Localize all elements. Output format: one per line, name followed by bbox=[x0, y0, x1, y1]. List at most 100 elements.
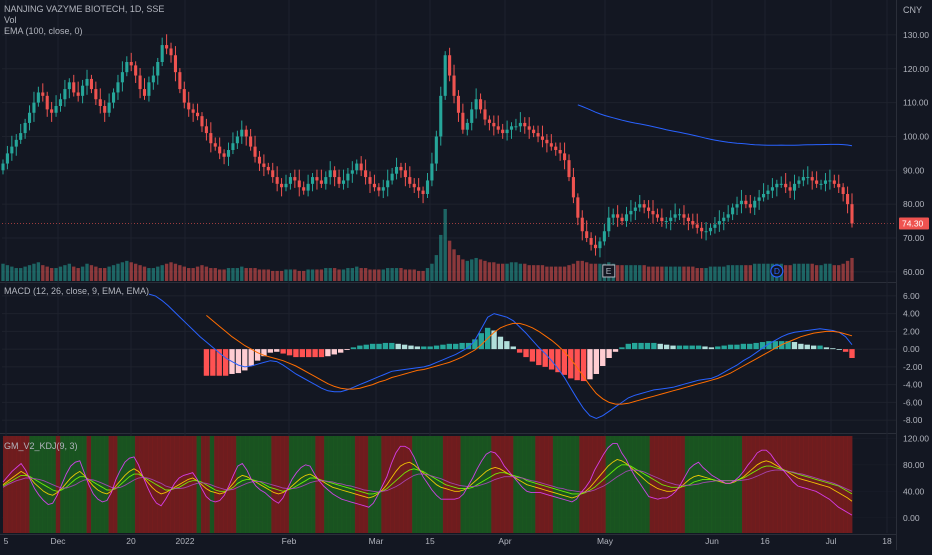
candle-body bbox=[72, 82, 76, 93]
candle-body bbox=[496, 126, 500, 130]
kdj-regime-band bbox=[733, 436, 739, 533]
candle-body bbox=[713, 224, 717, 228]
candle-body bbox=[280, 183, 284, 188]
candle-body bbox=[664, 221, 668, 223]
kdj-regime-band bbox=[209, 436, 215, 533]
volume-bar bbox=[63, 265, 67, 281]
candle-body bbox=[744, 200, 748, 205]
macd-histogram-bar bbox=[491, 330, 497, 350]
time-tick-label: May bbox=[597, 536, 614, 546]
volume-bar bbox=[293, 269, 297, 281]
volume-bar bbox=[819, 265, 823, 281]
time-tick-label: 15 bbox=[425, 536, 435, 546]
macd-histogram-bar bbox=[267, 349, 274, 353]
candle-body bbox=[306, 183, 310, 191]
candle-body bbox=[766, 190, 770, 194]
kdj-regime-band bbox=[724, 436, 730, 533]
symbol-title[interactable]: NANJING VAZYME BIOTECH, 1D, SSE bbox=[4, 4, 165, 14]
candle-body bbox=[368, 177, 372, 184]
candle-body bbox=[558, 150, 562, 154]
kdj-regime-band bbox=[750, 436, 756, 533]
volume-bar bbox=[107, 266, 111, 281]
candle-body bbox=[67, 82, 71, 90]
kdj-regime-band bbox=[504, 436, 510, 533]
kdj-regime-band bbox=[447, 436, 453, 533]
macd-histogram-bar bbox=[823, 347, 830, 350]
kdj-regime-band bbox=[640, 436, 646, 533]
kdj-regime-band bbox=[508, 436, 514, 533]
kdj-regime-band bbox=[658, 436, 664, 533]
volume-bar bbox=[297, 270, 301, 281]
candle-body bbox=[686, 217, 690, 222]
volume-bar bbox=[673, 266, 677, 281]
kdj-regime-band bbox=[324, 436, 329, 533]
volume-bar bbox=[142, 266, 147, 281]
kdj-regime-band bbox=[684, 436, 690, 533]
time-tick-label: 18 bbox=[882, 536, 892, 546]
volume-bar bbox=[585, 262, 589, 281]
volume-bar bbox=[235, 268, 240, 281]
kdj-regime-band bbox=[394, 436, 400, 533]
candle-body bbox=[775, 183, 779, 188]
kdj-regime-band bbox=[592, 436, 598, 533]
candle-body bbox=[275, 177, 279, 184]
candle-body bbox=[196, 112, 200, 117]
volume-bar bbox=[209, 268, 213, 281]
macd-histogram-bar bbox=[542, 349, 548, 367]
price-tick-label: 100.00 bbox=[903, 131, 929, 141]
volume-bar bbox=[10, 266, 14, 281]
macd-histogram-bar bbox=[804, 344, 810, 350]
candle-body bbox=[554, 146, 558, 150]
macd-tick-label: 6.00 bbox=[903, 291, 920, 301]
kdj-regime-band bbox=[376, 436, 382, 533]
ema-label[interactable]: EMA (100, close, 0) bbox=[4, 26, 83, 36]
candle-body bbox=[76, 92, 80, 96]
candle-body bbox=[523, 122, 527, 127]
volume-bar bbox=[492, 262, 496, 281]
volume-bar bbox=[593, 263, 598, 281]
candle-body bbox=[23, 122, 27, 134]
volume-label[interactable]: Vol bbox=[4, 15, 17, 25]
candle-body bbox=[602, 231, 606, 242]
volume-bar bbox=[394, 268, 399, 281]
macd-histogram-bar bbox=[766, 341, 772, 350]
kdj-regime-band bbox=[662, 436, 668, 533]
candle-body bbox=[359, 163, 363, 171]
macd-tick-label: -4.00 bbox=[903, 380, 923, 390]
candle-body bbox=[801, 177, 805, 181]
volume-bar bbox=[381, 269, 385, 281]
macd-histogram-bar bbox=[382, 342, 389, 350]
kdj-regime-band bbox=[676, 436, 681, 533]
kdj-regime-band bbox=[429, 436, 435, 533]
volume-bar bbox=[32, 263, 36, 281]
volume-bar bbox=[222, 269, 226, 281]
volume-bar bbox=[350, 268, 355, 281]
volume-bar bbox=[271, 270, 275, 281]
candle-body bbox=[810, 177, 814, 181]
time-tick-label: Mar bbox=[369, 536, 384, 546]
kdj-regime-band bbox=[363, 436, 369, 533]
volume-bar bbox=[456, 255, 461, 281]
event-marker-label: E bbox=[606, 266, 612, 276]
candle-body bbox=[828, 180, 832, 182]
kdj-regime-band bbox=[315, 436, 321, 533]
kdj-regime-band bbox=[385, 436, 391, 533]
candle-body bbox=[111, 92, 116, 103]
volume-bar bbox=[147, 268, 151, 281]
macd-label[interactable]: MACD (12, 26, close, 9, EMA, EMA) bbox=[4, 286, 150, 296]
volume-bar bbox=[355, 266, 359, 281]
volume-bar bbox=[735, 265, 739, 281]
candle-body bbox=[629, 210, 633, 215]
macd-histogram-bar bbox=[363, 344, 369, 350]
volume-bar bbox=[217, 269, 222, 281]
volume-bar bbox=[465, 260, 469, 281]
kdj-label[interactable]: GM_V2_KDJ(9, 3) bbox=[4, 441, 78, 451]
kdj-regime-band bbox=[808, 436, 813, 533]
volume-bar bbox=[302, 270, 306, 281]
candle-body bbox=[448, 55, 452, 76]
volume-bar bbox=[257, 269, 262, 281]
kdj-regime-band bbox=[720, 436, 725, 533]
volume-bar bbox=[483, 260, 487, 281]
